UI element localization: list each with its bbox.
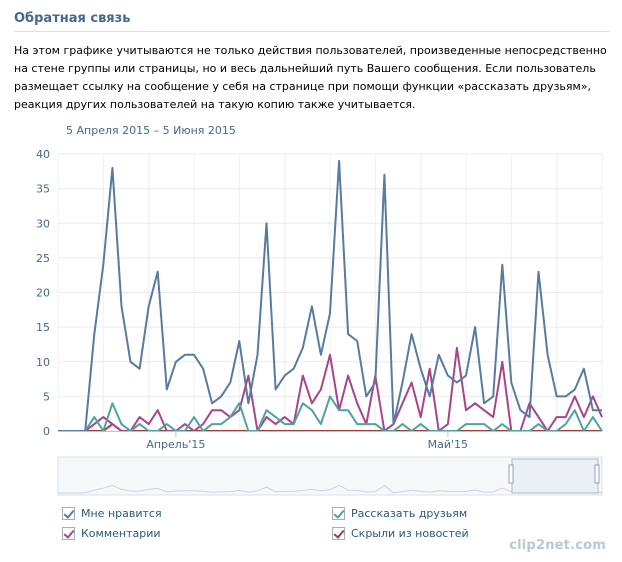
y-tick-label: 40 xyxy=(36,148,50,161)
legend-label-hidden: Скрыли из новостей xyxy=(351,527,469,540)
y-tick-label: 20 xyxy=(36,287,50,300)
x-tick-label: Май'15 xyxy=(428,438,468,451)
y-tick-label: 0 xyxy=(43,425,50,438)
navigator-handle-right xyxy=(594,464,600,484)
y-tick-label: 15 xyxy=(36,321,50,334)
feedback-chart: 0 5 10 15 20 25 30 35 40 Апрель'15 Май'15 xyxy=(0,140,622,496)
legend-item-likes[interactable]: Мне нравится xyxy=(62,507,162,520)
navigator-series xyxy=(58,484,602,494)
legend-label-shares: Рассказать друзьям xyxy=(351,507,468,520)
y-tick-label: 25 xyxy=(36,252,50,265)
navigator-handle-left xyxy=(508,464,514,484)
chart-svg: 0 5 10 15 20 25 30 35 40 Апрель'15 Май'15 xyxy=(36,148,603,496)
section-title: Обратная связь xyxy=(14,11,131,26)
y-tick-label: 5 xyxy=(43,390,50,403)
section-header: Обратная связь xyxy=(14,10,610,32)
series-line xyxy=(58,159,602,432)
chart-description: На этом графике учитываются не только де… xyxy=(14,44,607,111)
navigator-range-window xyxy=(511,458,599,494)
legend-label-comments: Комментарии xyxy=(81,527,161,540)
legend-item-comments[interactable]: Комментарии xyxy=(62,527,161,540)
y-tick-label: 10 xyxy=(36,356,50,369)
legend-item-shares[interactable]: Рассказать друзьям xyxy=(332,507,467,520)
x-tick-label: Апрель'15 xyxy=(146,438,205,451)
y-tick-label: 35 xyxy=(36,183,50,196)
checkbox-icon[interactable] xyxy=(332,527,345,540)
date-range[interactable]: 5 Апреля 2015 – 5 Июня 2015 xyxy=(66,124,236,137)
chart-legend: Мне нравится Рассказать друзьям Коммента… xyxy=(0,503,622,543)
legend-label-likes: Мне нравится xyxy=(81,507,162,520)
watermark: clip2net.com xyxy=(509,538,606,553)
checkbox-icon[interactable] xyxy=(332,507,345,520)
checkbox-icon[interactable] xyxy=(62,507,75,520)
y-tick-label: 30 xyxy=(36,217,50,230)
legend-item-hidden[interactable]: Скрыли из новостей xyxy=(332,527,469,540)
checkbox-icon[interactable] xyxy=(62,527,75,540)
